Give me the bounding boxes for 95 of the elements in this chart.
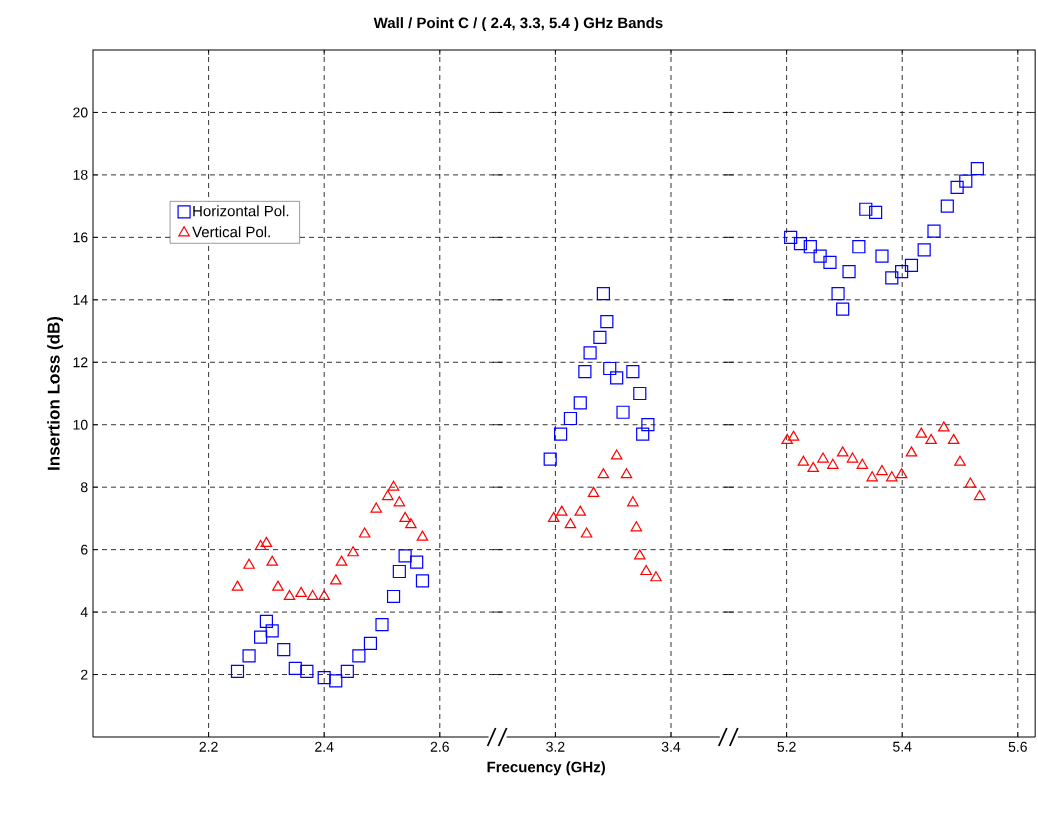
y-tick-label: 20 [73, 107, 88, 118]
point [573, 396, 587, 410]
point [959, 174, 973, 188]
point [904, 258, 919, 273]
point [543, 452, 557, 466]
x-tick-label: 3.4 [661, 741, 681, 752]
legend-label: Vertical Pol. [192, 226, 270, 238]
point [895, 265, 909, 279]
point [603, 361, 617, 376]
y-tick-label: 10 [73, 419, 88, 430]
point [563, 411, 578, 426]
point [886, 471, 898, 482]
point [954, 455, 966, 466]
point [895, 468, 908, 479]
x-tick-label: 3.2 [546, 741, 565, 752]
point [876, 464, 888, 476]
x-tick-label: 2.6 [430, 741, 449, 752]
point [925, 433, 937, 444]
y-tick-label: 14 [73, 295, 88, 305]
point [610, 371, 624, 385]
point [842, 265, 856, 279]
point [634, 549, 646, 560]
point [650, 571, 662, 582]
point [905, 446, 918, 457]
point [593, 330, 607, 344]
point [831, 286, 845, 301]
point [950, 180, 964, 194]
point [578, 365, 592, 379]
y-tick-label: 16 [73, 232, 88, 243]
point [633, 386, 647, 401]
point [947, 433, 960, 444]
point [938, 421, 950, 432]
y-axis-title: Insertion Loss (dB) [47, 316, 64, 470]
point [836, 446, 849, 457]
point [547, 511, 560, 523]
point [940, 199, 954, 213]
y-tick-label: 8 [80, 482, 88, 493]
x-tick-label: 2.4 [315, 741, 334, 752]
point [885, 271, 899, 285]
point [597, 468, 610, 479]
point [973, 489, 986, 501]
point [620, 468, 633, 479]
point [627, 496, 639, 507]
point [600, 315, 614, 329]
point [636, 427, 650, 441]
point [640, 564, 652, 576]
point [784, 230, 798, 244]
point [781, 433, 793, 444]
point [915, 427, 928, 438]
point [964, 477, 977, 488]
point [827, 458, 839, 469]
x-axis-title: Frecuency (GHz) [487, 761, 605, 776]
point [580, 527, 593, 538]
chart-title: Wall / Point C / ( 2.4, 3.3, 5.4 ) GHz Bands [373, 17, 663, 32]
y-tick-label: 18 [73, 169, 88, 180]
point [917, 243, 931, 257]
point [793, 237, 808, 251]
point [836, 302, 850, 316]
point [616, 405, 630, 419]
point [823, 255, 837, 269]
point [807, 461, 819, 473]
point [787, 430, 800, 441]
point [813, 249, 827, 263]
point [587, 486, 600, 498]
y-tick-label: 12 [73, 357, 88, 368]
point [866, 471, 878, 482]
point [564, 518, 577, 529]
y-tick-label: 2 [81, 669, 88, 680]
point [856, 458, 869, 469]
point [596, 286, 610, 301]
point [797, 455, 810, 466]
legend-label: Horizontal Pol. [193, 205, 289, 217]
point [554, 427, 568, 441]
point [610, 449, 623, 460]
point [859, 202, 873, 216]
point [626, 365, 640, 379]
point [641, 418, 655, 432]
point [852, 240, 866, 254]
point [970, 162, 984, 176]
point [583, 346, 597, 360]
point [846, 452, 859, 463]
x-tick-label: 2.2 [199, 741, 218, 752]
x-tick-label: 5.2 [777, 741, 796, 752]
point [630, 521, 643, 532]
point [555, 505, 568, 516]
point [574, 505, 587, 516]
point [875, 249, 889, 263]
x-tick-label: 5.6 [1008, 741, 1027, 752]
y-tick-label: 4 [80, 607, 88, 617]
x-tick-label: 5.4 [893, 741, 912, 752]
point [803, 240, 817, 254]
y-tick-label: 6 [81, 544, 88, 555]
point [869, 205, 883, 219]
point [817, 452, 829, 463]
point [927, 224, 941, 238]
